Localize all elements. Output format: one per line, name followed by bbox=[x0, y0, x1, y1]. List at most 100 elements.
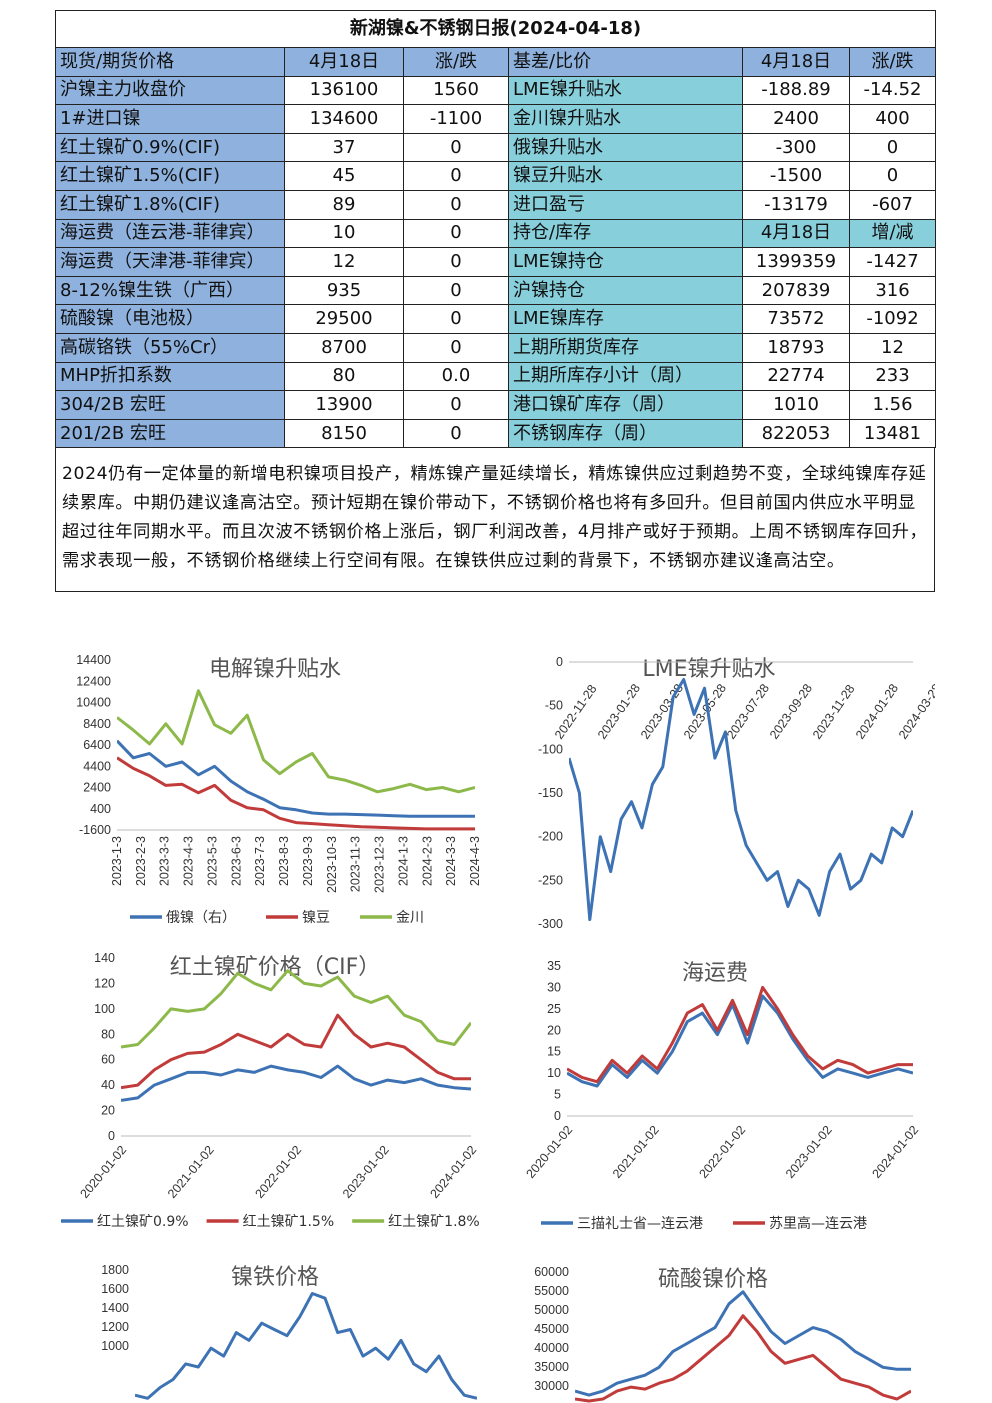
y-tick-label: 0 bbox=[556, 655, 563, 669]
sub-header-date: 4月18日 bbox=[742, 218, 850, 249]
x-tick-label: 2024-3-3 bbox=[444, 836, 458, 886]
y-tick-label: -200 bbox=[538, 830, 563, 844]
row-value: 89 bbox=[284, 189, 404, 220]
y-tick-label: 5 bbox=[554, 1088, 561, 1102]
row-value: 134600 bbox=[284, 104, 404, 134]
row-value: -300 bbox=[742, 132, 850, 163]
row-change: 0 bbox=[403, 304, 509, 334]
row-value: 29500 bbox=[284, 304, 404, 334]
row-value: 207839 bbox=[742, 275, 850, 306]
y-tick-label: -100 bbox=[538, 742, 563, 756]
x-tick-label: 2023-1-3 bbox=[110, 836, 124, 886]
y-tick-label: 55000 bbox=[534, 1284, 569, 1298]
row-name: 海运费（天津港-菲律宾） bbox=[55, 247, 285, 277]
y-tick-label: 140 bbox=[94, 951, 115, 965]
row-name: LME镍持仓 bbox=[508, 247, 743, 277]
chart-lme-nickel-premium: LME镍升贴水 0 -50 -100 -150 -200 -250 -300 2022-11-2… bbox=[497, 640, 935, 942]
series-line-series bbox=[135, 1292, 477, 1400]
report-title: 新湖镍&不锈钢日报(2024-04-18) bbox=[54, 10, 937, 48]
x-tick-label: 2024-01-02 bbox=[427, 1143, 479, 1201]
y-tick-label: 14400 bbox=[76, 653, 111, 667]
row-value: 37 bbox=[284, 132, 404, 163]
y-tick-label: 40 bbox=[101, 1078, 115, 1092]
chart-title: LME镍升贴水 bbox=[642, 657, 775, 682]
series-line-1-8 bbox=[121, 969, 471, 1049]
daily-report: 新湖镍&不锈钢日报(2024-04-18) 现货/期货价格 4月18日 涨/跌 … bbox=[54, 10, 937, 593]
x-tick-label: 2023-5-3 bbox=[205, 836, 219, 886]
y-tick-label: 35 bbox=[547, 959, 561, 973]
header-left-name: 现货/期货价格 bbox=[55, 47, 285, 77]
row-change: -1427 bbox=[848, 247, 937, 277]
y-tick-label: 10 bbox=[547, 1066, 561, 1080]
row-value: 935 bbox=[284, 275, 404, 306]
row-value: 822053 bbox=[742, 418, 850, 449]
row-value: 136100 bbox=[284, 75, 404, 106]
table-row: 沪镍主力收盘价 136100 1560 LME镍升贴水 -188.89 -14.52 bbox=[55, 75, 937, 106]
y-tick-label: 1800 bbox=[101, 1263, 129, 1277]
y-tick-label: 100 bbox=[94, 1002, 115, 1016]
y-tick-label: 2400 bbox=[83, 781, 111, 795]
x-tick-label: 2023-03-28 bbox=[638, 681, 686, 741]
table-row: 海运费（天津港-菲律宾） 12 0 LME镍持仓 1399359 -1427 bbox=[55, 247, 937, 277]
series-line-lme bbox=[569, 678, 913, 922]
y-tick-label: 1600 bbox=[101, 1282, 129, 1296]
series-line-series bbox=[117, 739, 475, 818]
chart-title: 镍铁价格 bbox=[231, 1265, 319, 1290]
series-line-series bbox=[567, 985, 913, 1084]
row-name: 1#进口镍 bbox=[55, 104, 285, 134]
chart-title: 电解镍升贴水 bbox=[209, 657, 341, 682]
row-change: 316 bbox=[848, 275, 937, 306]
row-name: 金川镍升贴水 bbox=[508, 104, 743, 134]
row-change: 0 bbox=[403, 418, 509, 449]
row-name: 红土镍矿0.9%(CIF) bbox=[55, 132, 285, 163]
row-name: 沪镍主力收盘价 bbox=[55, 75, 285, 106]
row-name: 201/2B 宏旺 bbox=[55, 418, 285, 449]
y-tick-label: 60000 bbox=[534, 1265, 569, 1279]
header-left-date: 4月18日 bbox=[284, 47, 404, 77]
row-change: 0 bbox=[848, 161, 937, 191]
row-name: 持仓/库存 bbox=[508, 218, 743, 249]
table-row: 高碳铬铁（55%Cr） 8700 0 上期所期货库存 18793 12 bbox=[55, 332, 937, 363]
y-tick-label: 0 bbox=[108, 1129, 115, 1143]
legend-label: 红土镍矿0.9% bbox=[97, 1214, 189, 1230]
y-tick-label: 60 bbox=[101, 1053, 115, 1067]
row-value: -1500 bbox=[742, 161, 850, 191]
row-change: 0.0 bbox=[403, 361, 509, 392]
table-row: 红土镍矿0.9%(CIF) 37 0 俄镍升贴水 -300 0 bbox=[55, 132, 937, 163]
sub-header-change: 增/减 bbox=[848, 218, 937, 249]
row-name: 硫酸镍（电池极） bbox=[55, 304, 285, 334]
row-name: 镍豆升贴水 bbox=[508, 161, 743, 191]
x-tick-label: 2023-12-3 bbox=[373, 836, 387, 893]
series-line-2 bbox=[575, 1314, 911, 1403]
row-change: 0 bbox=[403, 218, 509, 249]
price-table: 新湖镍&不锈钢日报(2024-04-18) 现货/期货价格 4月18日 涨/跌 … bbox=[54, 10, 937, 449]
y-tick-label: 6400 bbox=[83, 738, 111, 752]
x-tick-label: 2023-2-3 bbox=[134, 836, 148, 886]
row-change: -1100 bbox=[403, 104, 509, 134]
row-change: 233 bbox=[848, 361, 937, 392]
x-tick-label: 2023-09-28 bbox=[767, 681, 815, 741]
series-line-series bbox=[567, 994, 913, 1088]
row-change: 1560 bbox=[403, 75, 509, 106]
series-line-1 bbox=[575, 1290, 911, 1397]
x-tick-label: 2023-07-28 bbox=[724, 681, 772, 741]
row-value: 13900 bbox=[284, 390, 404, 420]
y-tick-label: 25 bbox=[547, 1002, 561, 1016]
row-change: 1.56 bbox=[848, 390, 937, 420]
row-value: 18793 bbox=[742, 332, 850, 363]
row-value: 10 bbox=[284, 218, 404, 249]
x-tick-label: 2022-01-02 bbox=[696, 1123, 748, 1181]
chart-title: 硫酸镍价格 bbox=[658, 1267, 768, 1292]
x-tick-label: 2021-01-02 bbox=[610, 1123, 662, 1181]
y-tick-label: 10400 bbox=[76, 696, 111, 710]
row-name: MHP折扣系数 bbox=[55, 361, 285, 392]
row-change: 0 bbox=[403, 247, 509, 277]
legend-label: 镍豆 bbox=[302, 910, 330, 926]
row-change: -607 bbox=[848, 189, 937, 220]
y-tick-label: -50 bbox=[545, 699, 563, 713]
row-change: 13481 bbox=[848, 418, 937, 449]
row-change: 12 bbox=[848, 332, 937, 363]
y-tick-label: 40000 bbox=[534, 1341, 569, 1355]
x-tick-label: 2023-3-3 bbox=[158, 836, 172, 886]
y-tick-label: 120 bbox=[94, 976, 115, 990]
